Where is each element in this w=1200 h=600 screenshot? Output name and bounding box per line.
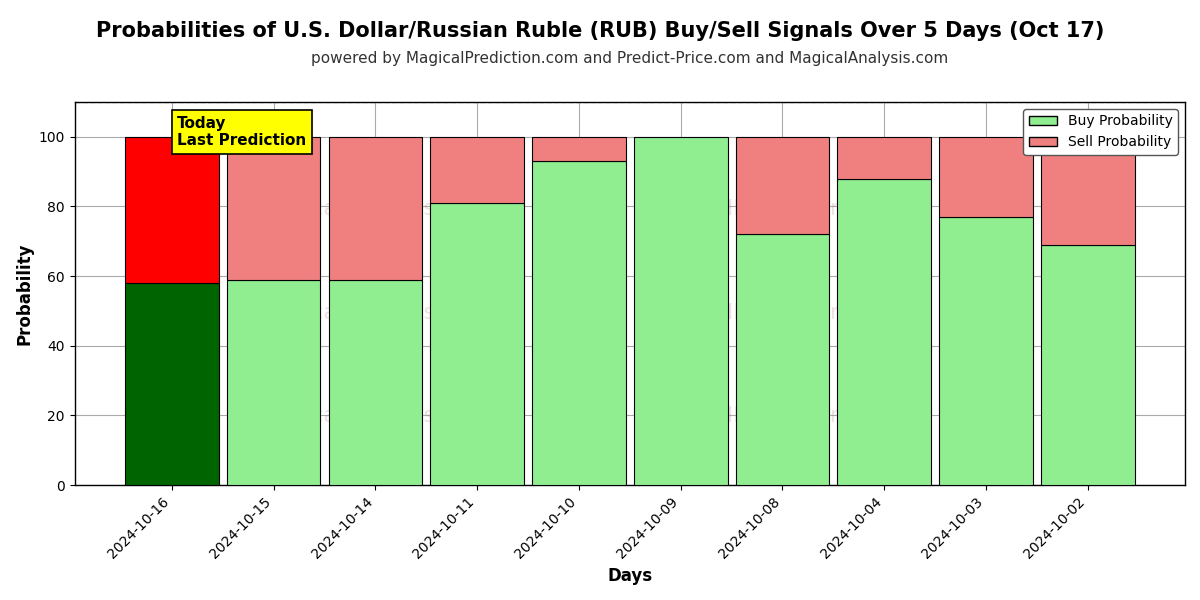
Text: Probabilities of U.S. Dollar/Russian Ruble (RUB) Buy/Sell Signals Over 5 Days (O: Probabilities of U.S. Dollar/Russian Rub… — [96, 21, 1104, 41]
Text: MagicalPrediction.com: MagicalPrediction.com — [649, 199, 900, 219]
Bar — [838, 179, 931, 485]
Bar — [1040, 137, 1134, 245]
Bar — [227, 137, 320, 280]
Bar — [431, 137, 524, 203]
Bar — [940, 217, 1033, 485]
Bar — [125, 283, 218, 485]
Bar — [329, 280, 422, 485]
Bar — [329, 137, 422, 280]
Bar — [736, 137, 829, 234]
Bar — [532, 137, 625, 161]
Bar — [940, 137, 1033, 217]
Bar — [736, 234, 829, 485]
Text: MagicalPrediction.com: MagicalPrediction.com — [649, 302, 900, 323]
Bar — [227, 280, 320, 485]
Bar — [532, 161, 625, 485]
Text: MagicalAnalysis.com: MagicalAnalysis.com — [259, 406, 491, 426]
Bar — [634, 137, 727, 485]
Text: MagicalAnalysis.com: MagicalAnalysis.com — [259, 199, 491, 219]
Y-axis label: Probability: Probability — [16, 242, 34, 345]
Title: powered by MagicalPrediction.com and Predict-Price.com and MagicalAnalysis.com: powered by MagicalPrediction.com and Pre… — [311, 51, 948, 66]
Bar — [125, 137, 218, 283]
X-axis label: Days: Days — [607, 567, 653, 585]
Text: MagicalPrediction.com: MagicalPrediction.com — [649, 406, 900, 426]
Bar — [431, 203, 524, 485]
Text: MagicalAnalysis.com: MagicalAnalysis.com — [259, 302, 491, 323]
Bar — [1040, 245, 1134, 485]
Legend: Buy Probability, Sell Probability: Buy Probability, Sell Probability — [1024, 109, 1178, 155]
Text: Today
Last Prediction: Today Last Prediction — [178, 116, 306, 148]
Bar — [838, 137, 931, 179]
